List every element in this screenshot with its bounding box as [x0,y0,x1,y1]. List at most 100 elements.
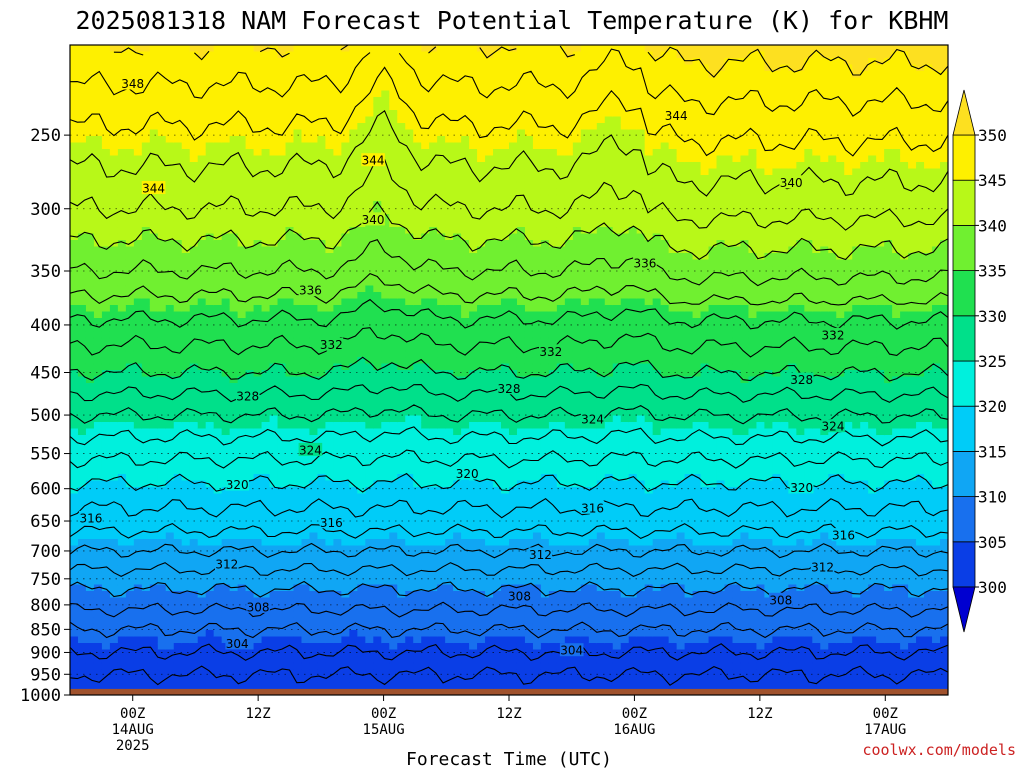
theta-fill-cell [125,149,135,157]
theta-fill-cell [173,500,183,508]
theta-fill-cell [389,623,398,631]
theta-fill-cell [405,402,414,410]
theta-fill-cell [365,181,375,189]
theta-fill-cell [349,357,359,365]
theta-fill-cell [181,623,191,631]
theta-fill-cell [421,682,430,690]
theta-fill-cell [253,454,263,462]
theta-fill-cell [333,142,343,150]
theta-fill-cell [93,649,103,657]
theta-fill-cell [325,123,335,131]
theta-fill-cell [173,402,183,410]
theta-fill-cell [117,318,127,326]
theta-fill-cell [109,539,119,547]
theta-fill-cell [277,45,287,53]
theta-fill-cell [253,591,263,599]
theta-fill-cell [109,428,119,436]
theta-fill-cell [213,474,223,482]
theta-fill-cell [405,662,414,670]
theta-fill-cell [389,435,398,443]
theta-fill-cell [261,415,271,423]
theta-fill-cell [333,357,343,365]
theta-fill-cell [277,643,287,651]
theta-fill-cell [109,162,119,170]
theta-fill-cell [341,675,351,683]
theta-fill-cell [117,565,127,573]
theta-fill-cell [269,682,279,690]
theta-fill-cell [357,285,367,293]
theta-fill-cell [109,207,119,215]
theta-fill-cell [461,136,470,144]
theta-fill-cell [301,337,311,345]
theta-fill-cell [133,441,143,449]
theta-fill-cell [125,415,135,423]
theta-fill-cell [333,220,343,228]
theta-fill-cell [437,480,446,488]
theta-fill-cell [109,77,119,85]
theta-fill-cell [349,90,359,98]
theta-fill-cell [157,305,167,313]
theta-fill-cell [165,513,175,521]
theta-fill-cell [70,500,79,508]
theta-fill-cell [389,467,398,475]
theta-fill-cell [213,266,223,274]
theta-fill-cell [77,610,87,618]
theta-fill-cell [365,298,375,306]
theta-fill-cell [309,214,319,222]
theta-fill-cell [213,415,223,423]
theta-fill-cell [437,175,446,183]
theta-fill-cell [365,363,375,371]
theta-fill-cell [165,454,175,462]
theta-fill-cell [309,370,319,378]
theta-fill-cell [77,539,87,547]
theta-fill-cell [229,402,239,410]
theta-fill-cell [461,162,470,170]
theta-fill-cell [70,591,79,599]
theta-fill-cell [293,571,303,579]
theta-fill-cell [373,610,382,618]
theta-fill-cell [373,97,382,105]
theta-fill-cell [445,552,454,560]
theta-fill-cell [461,584,470,592]
theta-fill-cell [301,207,311,215]
theta-fill-cell [77,77,87,85]
theta-fill-cell [269,363,279,371]
theta-fill-cell [333,422,343,430]
theta-fill-cell [253,461,263,469]
theta-fill-cell [85,71,95,79]
theta-fill-cell [421,285,430,293]
theta-fill-cell [357,441,367,449]
theta-fill-cell [325,357,335,365]
theta-fill-cell [229,136,239,144]
theta-fill-cell [141,344,151,352]
theta-fill-cell [333,363,343,371]
theta-fill-cell [189,591,199,599]
theta-fill-cell [357,428,367,436]
theta-fill-cell [269,604,279,612]
theta-fill-cell [141,617,151,625]
theta-fill-cell [229,604,239,612]
theta-fill-cell [125,344,135,352]
theta-fill-cell [157,532,167,540]
theta-fill-cell [70,90,79,98]
theta-fill-cell [317,103,327,111]
theta-fill-cell [261,220,271,228]
theta-fill-cell [173,97,183,105]
theta-fill-cell [101,97,111,105]
theta-fill-cell [445,532,454,540]
theta-fill-cell [389,97,398,105]
theta-fill-cell [70,435,79,443]
theta-fill-cell [205,240,215,248]
theta-fill-cell [269,376,279,384]
theta-fill-cell [277,214,287,222]
theta-fill-cell [157,97,167,105]
theta-fill-cell [293,428,303,436]
theta-fill-cell [261,480,271,488]
theta-fill-cell [277,142,287,150]
theta-fill-cell [277,402,287,410]
theta-fill-cell [309,110,319,118]
theta-fill-cell [405,227,414,235]
theta-fill-cell [365,110,375,118]
theta-fill-cell [181,578,191,586]
theta-fill-cell [125,682,135,690]
